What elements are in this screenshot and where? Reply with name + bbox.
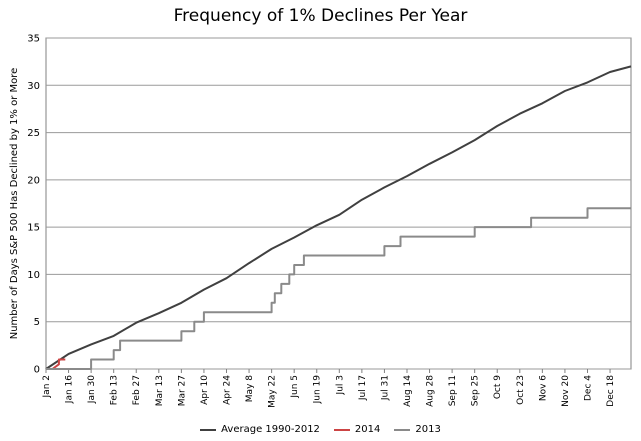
legend-swatch <box>394 428 411 431</box>
x-tick-label: Apr 24 <box>222 375 232 405</box>
y-tick-label: 15 <box>27 223 40 234</box>
x-tick-label: Oct 9 <box>493 375 503 399</box>
x-tick-label: Nov 20 <box>561 375 571 407</box>
legend-item: Average 1990-2012 <box>200 424 320 435</box>
y-tick-label: 30 <box>27 81 40 92</box>
x-tick-label: Apr 10 <box>200 375 210 405</box>
plot-frame <box>45 37 632 370</box>
x-tick-label: Mar 13 <box>155 375 165 406</box>
x-tick-label: Mar 27 <box>177 375 187 406</box>
x-tick-label: Oct 23 <box>516 375 526 405</box>
x-tick-label: Feb 27 <box>132 375 142 405</box>
x-tick-label: Jan 16 <box>65 375 75 404</box>
x-tick-label: Jun 5 <box>290 375 300 399</box>
legend-label: 2013 <box>415 424 441 435</box>
legend-label: 2014 <box>354 424 381 435</box>
series-line-2013 <box>46 207 631 370</box>
chart-legend: Average 1990-2012 2014 2013 <box>0 424 641 435</box>
x-tick-label: Nov 6 <box>538 375 548 401</box>
y-tick-label: 35 <box>27 34 40 45</box>
x-tick-label: Jan 2 <box>42 375 52 398</box>
x-tick-label: May 22 <box>268 375 278 408</box>
x-tick-label: Sep 11 <box>448 375 458 406</box>
x-tick-label: Dec 18 <box>606 375 616 407</box>
x-tick-label: Jul 31 <box>380 375 390 401</box>
x-tick-label: May 8 <box>245 375 255 402</box>
y-tick-label: 0 <box>34 365 40 376</box>
x-tick-label: Feb 13 <box>110 375 120 405</box>
legend-swatch <box>200 428 217 431</box>
legend-swatch <box>333 428 350 431</box>
x-tick-label: Jul 17 <box>358 375 368 401</box>
series-line-average-1990-2012 <box>45 65 632 370</box>
x-tick-label: Aug 14 <box>403 375 413 407</box>
legend-label: Average 1990-2012 <box>221 424 320 435</box>
x-tick-label: Jan 30 <box>87 375 97 404</box>
legend-item: 2013 <box>394 424 441 435</box>
y-axis-label: Number of Days S&P 500 Has Declined by 1… <box>9 68 20 340</box>
x-tick-label: Sep 25 <box>471 375 481 406</box>
legend-item: 2014 <box>333 424 381 435</box>
y-tick-label: 5 <box>34 317 40 328</box>
x-tick-label: Dec 4 <box>583 375 593 401</box>
x-tick-label: Jun 19 <box>313 375 323 405</box>
y-tick-label: 20 <box>27 175 40 186</box>
x-tick-label: Aug 28 <box>426 375 436 407</box>
y-tick-label: 10 <box>27 270 40 281</box>
x-tick-label: Jul 3 <box>335 375 345 395</box>
y-tick-label: 25 <box>27 128 40 139</box>
chart-title: Frequency of 1% Declines Per Year <box>173 6 468 26</box>
